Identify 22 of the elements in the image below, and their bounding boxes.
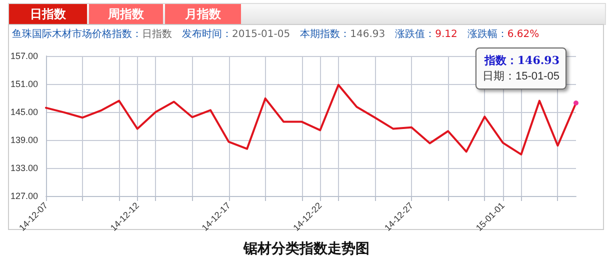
- tab: 日指数: [9, 4, 87, 24]
- y-tick-label: 151.00: [10, 79, 38, 89]
- y-tick-label: 157.00: [10, 51, 38, 61]
- y-tick-label: 139.00: [10, 135, 38, 145]
- y-tick-label: 145.00: [10, 107, 38, 117]
- text: 2015-01-05: [232, 29, 290, 40]
- text: 本期指数：: [300, 29, 350, 40]
- line-series: [45, 84, 578, 156]
- text: 鱼珠国际木材市场价格指数：: [12, 29, 142, 40]
- text: 锯材分类指数走势图: [242, 241, 370, 257]
- tab: 周指数: [89, 4, 163, 24]
- y-tick-label: 133.00: [10, 163, 38, 173]
- text: 涨跌幅：: [467, 29, 508, 40]
- annotation: 指数：146.93 日期：15-01-05: [482, 54, 560, 82]
- text: 日指数: [142, 29, 172, 40]
- text: 6.62%: [507, 29, 540, 40]
- y-tick-label: 127.00: [10, 191, 38, 201]
- text: 146.93: [350, 29, 386, 40]
- text: 9.12: [435, 29, 458, 40]
- tab: 月指数: [165, 4, 241, 24]
- text: 涨跌值：: [395, 29, 436, 40]
- text: 发布时间：: [182, 29, 232, 40]
